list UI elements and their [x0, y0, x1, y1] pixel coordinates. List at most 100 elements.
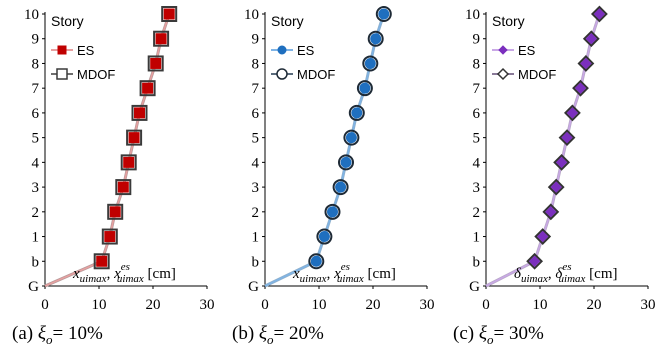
es-point [528, 255, 541, 267]
x-label-sup2: es [341, 261, 350, 273]
es-point [109, 206, 121, 218]
x-label-sub1: uimax [300, 273, 327, 285]
caption-value: = 20% [274, 323, 324, 344]
y-tick-label: G [28, 279, 39, 295]
y-tick-label: 4 [32, 155, 40, 171]
mdof-point [542, 203, 560, 221]
es-point [550, 181, 562, 193]
es-point [585, 33, 598, 45]
es-point [536, 230, 549, 243]
caption-prefix: (a) [12, 323, 38, 344]
es-point [574, 82, 587, 94]
x-tick-label: 30 [420, 297, 435, 313]
legend-mdof-marker [56, 68, 68, 80]
mdof-point [547, 178, 565, 196]
es-point [561, 131, 573, 144]
x-axis-label: δuimax, δes uimax [cm] [514, 261, 618, 285]
mdof-point [577, 55, 595, 72]
legend-mdof-marker [276, 68, 288, 80]
es-point [378, 8, 390, 20]
mdof-point [356, 80, 373, 97]
x-label-var1: δ [514, 266, 522, 282]
y-tick-label: 3 [252, 180, 260, 196]
legend-es-marker [277, 45, 287, 55]
mdof-point [139, 80, 156, 97]
y-tick-label: 6 [473, 106, 481, 122]
x-tick-label: 20 [146, 297, 161, 313]
x-label-var1: x [292, 266, 300, 282]
y-tick-label: 7 [252, 81, 260, 97]
caption-prefix: (b) [232, 323, 259, 344]
y-tick-label: 9 [32, 32, 40, 48]
mdof-point [534, 228, 552, 245]
es-point [580, 57, 592, 70]
series-line-es [44, 13, 170, 287]
caption-subscript: o [46, 332, 53, 347]
y-tick-label: 4 [252, 155, 260, 171]
caption-prefix: (c) [453, 323, 479, 344]
x-label-unit: [cm] [144, 266, 176, 282]
caption-subscript: o [267, 332, 274, 347]
es-point [359, 82, 371, 94]
y-tick-label: 5 [252, 131, 260, 147]
y-tick-label: 3 [32, 180, 40, 196]
x-tick-label: 30 [641, 297, 656, 313]
y-tick-label: 8 [252, 56, 260, 72]
mdof-point [526, 252, 544, 270]
mdof-point [316, 228, 333, 245]
es-point [340, 156, 352, 168]
legend-es-label: ES [77, 43, 95, 58]
x-axis-label: xuimax, xes uimax [cm] [72, 261, 176, 285]
story-label: Story [271, 13, 304, 29]
x-tick-label: 10 [92, 297, 107, 313]
mdof-point [558, 129, 576, 147]
mdof-point [147, 55, 164, 72]
x-label-sub1: uimax [80, 273, 107, 285]
x-label-sup2: es [562, 261, 571, 273]
es-point [96, 255, 108, 267]
y-tick-label: 1 [473, 230, 481, 246]
es-point [364, 57, 376, 69]
y-tick-label: 6 [252, 106, 260, 122]
mdof-point [375, 6, 392, 22]
caption-value: = 30% [493, 323, 543, 344]
es-point [142, 82, 154, 94]
y-tick-label: b [32, 254, 40, 270]
es-point [123, 156, 135, 168]
es-point [555, 156, 568, 169]
caption-symbol: ξ [479, 323, 488, 344]
panel-caption: (c) ξo= 30% [453, 323, 544, 347]
mdof-point [332, 179, 349, 196]
story-label: Story [51, 13, 84, 29]
y-tick-label: b [252, 254, 260, 270]
y-tick-label: b [473, 254, 481, 270]
y-tick-label: 2 [32, 205, 40, 221]
legend-es-marker [498, 45, 508, 55]
x-tick-label: 10 [312, 297, 327, 313]
y-tick-label: 2 [473, 205, 481, 221]
y-tick-label: 5 [473, 131, 481, 147]
x-label-sep: , [548, 266, 556, 282]
series-line-es [264, 13, 385, 287]
es-point [117, 181, 129, 193]
x-label-var1: x [72, 266, 80, 282]
y-tick-label: 10 [244, 7, 259, 23]
x-label-sub2: uimax [559, 273, 586, 285]
x-label-var2: x [113, 266, 121, 282]
y-tick-label: 8 [473, 56, 481, 72]
mdof-point [590, 5, 608, 23]
mdof-point [343, 129, 360, 146]
es-point [370, 33, 382, 45]
x-tick-label: 0 [261, 297, 269, 313]
y-tick-label: 1 [252, 230, 260, 246]
mdof-point [582, 30, 600, 48]
panel-caption: (b) ξo= 20% [232, 323, 324, 347]
es-point [345, 132, 357, 144]
y-tick-label: 7 [32, 81, 40, 97]
es-point [593, 8, 606, 20]
es-point [351, 107, 363, 119]
y-tick-label: 7 [473, 81, 481, 97]
es-point [150, 57, 162, 69]
mdof-point [115, 179, 132, 196]
